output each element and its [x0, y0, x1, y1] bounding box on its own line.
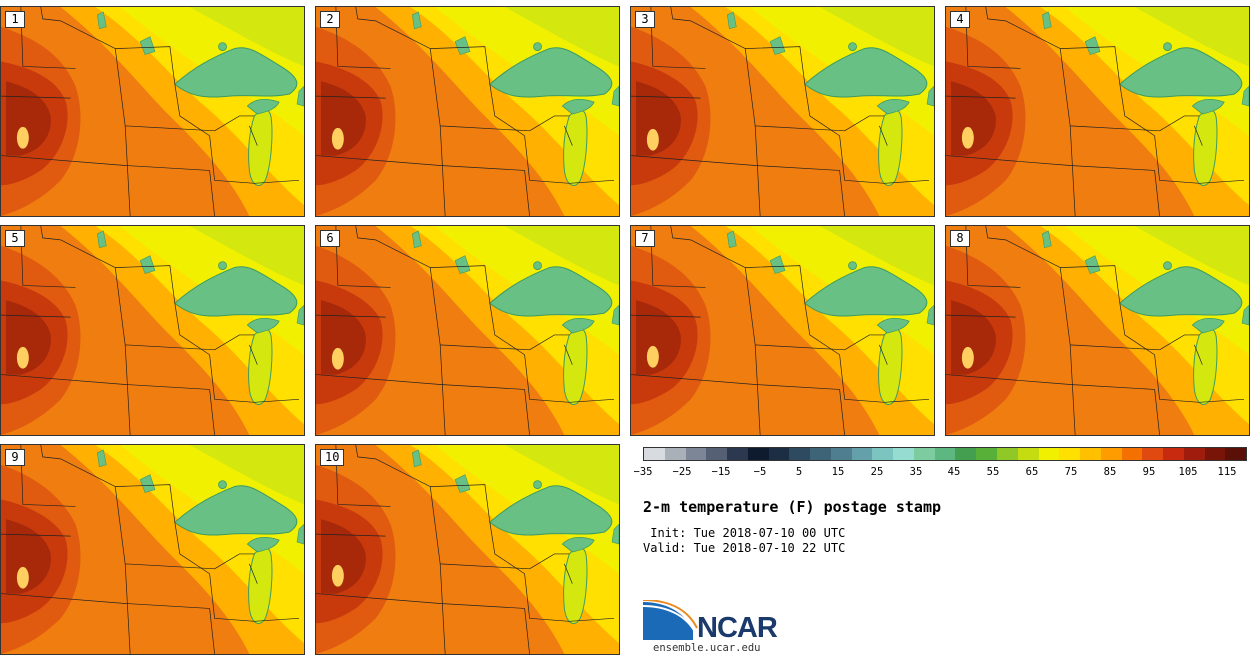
colorbar-swatch: [1163, 448, 1184, 460]
temperature-map: [631, 7, 934, 216]
temperature-map: [316, 445, 619, 654]
member-number-label: 2: [320, 11, 340, 28]
colorbar-tick-label: 95: [1142, 466, 1156, 478]
colorbar-swatch: [644, 448, 665, 460]
colorbar-tick-label: −15: [711, 466, 731, 478]
temperature-map: [631, 226, 934, 435]
colorbar-tick-label: −25: [672, 466, 692, 478]
colorbar-tick-label: 25: [870, 466, 884, 478]
colorbar-swatch: [872, 448, 894, 460]
colorbar-swatch: [747, 448, 769, 460]
colorbar-tick-label: 35: [909, 466, 923, 478]
ensemble-member-panel: 10: [315, 444, 620, 655]
ensemble-member-panel: 5: [0, 225, 305, 436]
colorbar-swatch: [1142, 448, 1164, 460]
ncar-logo-icon: [643, 600, 698, 640]
member-number-label: 4: [950, 11, 970, 28]
temperature-map: [1, 7, 304, 216]
colorbar-swatch: [955, 448, 977, 460]
colorbar-tick-label: −5: [753, 466, 767, 478]
ensemble-member-panel: 1: [0, 6, 305, 217]
colorbar-swatch: [664, 448, 686, 460]
colorbar-swatch: [1017, 448, 1039, 460]
temperature-map: [1, 445, 304, 654]
colorbar-swatch: [1183, 448, 1205, 460]
colorbar-swatch: [768, 448, 790, 460]
colorbar-tick-label: 55: [986, 466, 1000, 478]
source-url: ensemble.ucar.edu: [653, 642, 761, 654]
colorbar-tick-label: 75: [1064, 466, 1078, 478]
colorbar-tick-label: 85: [1103, 466, 1117, 478]
ncar-wordmark: NCAR: [697, 612, 778, 644]
temperature-colorbar: [643, 447, 1247, 461]
colorbar-swatch: [1080, 448, 1101, 460]
colorbar-swatch: [727, 448, 748, 460]
ensemble-member-panel: 8: [945, 225, 1250, 436]
colorbar-swatch: [997, 448, 1018, 460]
member-number-label: 10: [320, 449, 345, 466]
colorbar-swatch: [976, 448, 998, 460]
colorbar-swatch: [706, 448, 728, 460]
ensemble-member-panel: 9: [0, 444, 305, 655]
chart-title: 2-m temperature (F) postage stamp: [643, 498, 942, 516]
colorbar-swatch: [1038, 448, 1060, 460]
colorbar-swatch: [1225, 448, 1247, 460]
colorbar-tick-label: 65: [1025, 466, 1039, 478]
colorbar-tick-labels: −35 −25 −15 −5 5 15 25 35 45 55 65 75 85 95 105 115: [634, 462, 1247, 482]
valid-time: Valid: Tue 2018-07-10 22 UTC: [643, 541, 846, 555]
ensemble-member-panel: 7: [630, 225, 935, 436]
colorbar-tick-label: 5: [795, 466, 803, 478]
colorbar-swatch: [685, 448, 707, 460]
colorbar-swatch: [1100, 448, 1122, 460]
member-number-label: 1: [5, 11, 25, 28]
colorbar-tick-label: 105: [1178, 466, 1198, 478]
ensemble-member-panel: 6: [315, 225, 620, 436]
colorbar-swatch: [810, 448, 831, 460]
colorbar-tick-label: 15: [831, 466, 845, 478]
colorbar-tick-label: 115: [1217, 466, 1237, 478]
temperature-map: [946, 226, 1249, 435]
member-number-label: 3: [635, 11, 655, 28]
colorbar-swatch: [913, 448, 935, 460]
ensemble-member-panel: 2: [315, 6, 620, 217]
member-number-label: 5: [5, 230, 25, 247]
temperature-map: [316, 7, 619, 216]
temperature-map: [946, 7, 1249, 216]
colorbar-swatch: [830, 448, 852, 460]
member-number-label: 8: [950, 230, 970, 247]
ensemble-member-panel: 4: [945, 6, 1250, 217]
colorbar-swatch: [1059, 448, 1081, 460]
colorbar-swatch: [789, 448, 811, 460]
member-number-label: 6: [320, 230, 340, 247]
member-number-label: 7: [635, 230, 655, 247]
ensemble-member-panel: 3: [630, 6, 935, 217]
colorbar-swatch: [893, 448, 914, 460]
colorbar-tick-label: 45: [947, 466, 961, 478]
init-time: Init: Tue 2018-07-10 00 UTC: [643, 526, 846, 540]
member-number-label: 9: [5, 449, 25, 466]
temperature-map: [1, 226, 304, 435]
colorbar-swatch: [934, 448, 956, 460]
colorbar-swatch: [1204, 448, 1226, 460]
colorbar-tick-label: −35: [633, 466, 653, 478]
colorbar-swatch: [1121, 448, 1143, 460]
colorbar-swatch: [851, 448, 873, 460]
temperature-map: [316, 226, 619, 435]
